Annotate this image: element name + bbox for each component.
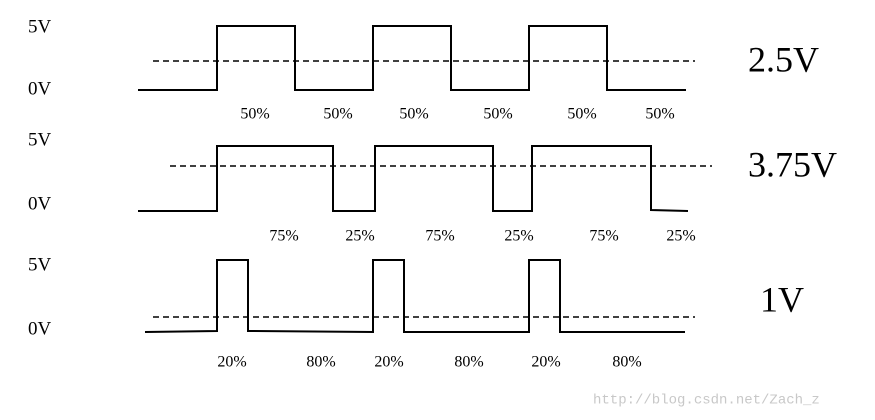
duty-label: 75%: [589, 228, 618, 245]
waveform: [144, 259, 685, 334]
duty-labels: 50% 50% 50% 50% 50% 50%: [240, 106, 674, 123]
low-label: 0V: [28, 318, 52, 339]
high-label: 5V: [28, 16, 52, 37]
average-label: 3.75V: [748, 144, 837, 184]
duty-label: 80%: [306, 354, 335, 371]
duty-label: 75%: [425, 228, 454, 245]
duty-labels: 75% 25% 75% 25% 75% 25%: [269, 228, 695, 245]
duty-label: 20%: [531, 354, 560, 371]
average-label: 1V: [760, 279, 804, 319]
duty-label: 80%: [454, 354, 483, 371]
duty-label: 50%: [399, 106, 428, 123]
duty-label: 20%: [374, 354, 403, 371]
high-label: 5V: [28, 129, 52, 150]
watermark: http://blog.csdn.net/Zach_z: [593, 393, 820, 409]
duty-label: 25%: [666, 228, 695, 245]
duty-label: 25%: [345, 228, 374, 245]
waveform: [138, 25, 686, 91]
low-label: 0V: [28, 193, 52, 214]
duty-label: 20%: [217, 354, 246, 371]
duty-label: 50%: [645, 106, 674, 123]
duty-label: 50%: [240, 106, 269, 123]
duty-label: 75%: [269, 228, 298, 245]
duty-label: 50%: [483, 106, 512, 123]
duty-label: 50%: [323, 106, 352, 123]
waveform: [138, 145, 689, 212]
average-label: 2.5V: [748, 39, 819, 79]
duty-labels: 20% 80% 20% 80% 20% 80%: [217, 354, 641, 371]
duty-label: 25%: [504, 228, 533, 245]
low-label: 0V: [28, 78, 52, 99]
high-label: 5V: [28, 254, 52, 275]
duty-label: 50%: [567, 106, 596, 123]
duty-label: 80%: [612, 354, 641, 371]
